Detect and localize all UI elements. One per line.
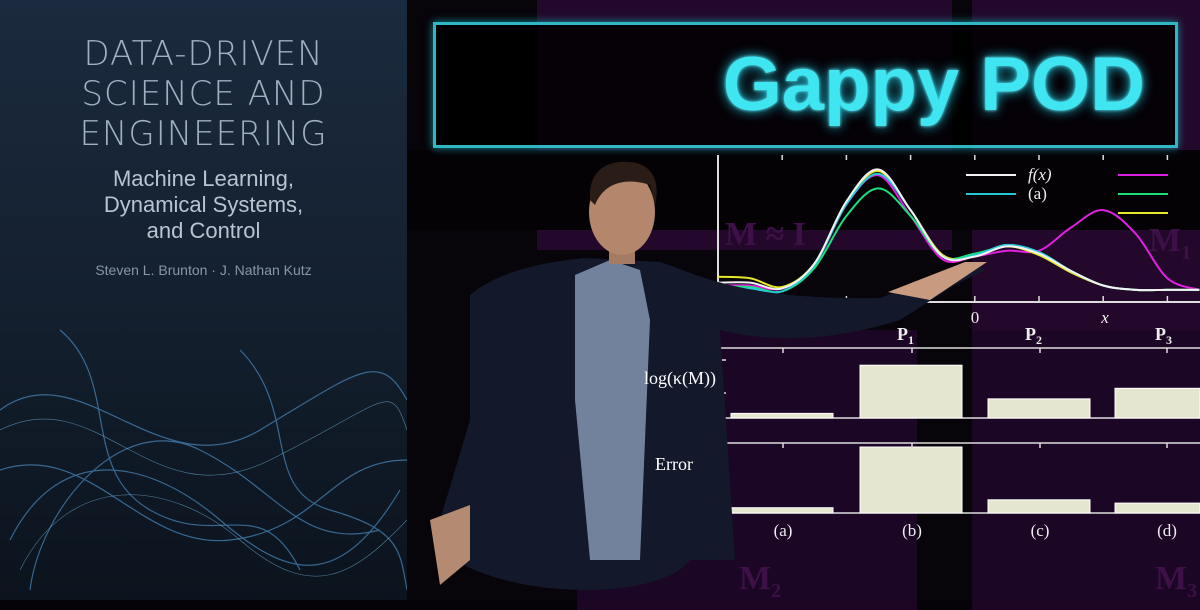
video-title: Gappy POD: [722, 42, 1145, 127]
y-axis-label-condition: log(κ(M)): [644, 368, 716, 389]
book-title-line: ENGINEERING: [79, 114, 328, 154]
matrix-block: [972, 330, 1200, 610]
y-axis-label-error: Error: [655, 454, 693, 474]
swirl-artwork: [0, 329, 407, 591]
matrix-label-text: M: [1149, 222, 1182, 259]
book-subtitle: Machine Learning, Dynamical Systems, and…: [0, 166, 407, 244]
matrix-label-m-approx-i: M ≈ I: [725, 216, 806, 253]
bar: [1114, 502, 1200, 514]
book-subtitle-line: Machine Learning,: [112, 166, 294, 191]
series-line: [717, 168, 1200, 292]
category-label: (d): [1157, 521, 1177, 540]
matrix-label-sub: 3: [1187, 579, 1198, 602]
book-subtitle-line: and Control: [146, 218, 261, 243]
matrix-label-sub: 1: [1181, 241, 1192, 264]
x-tick-label: 0: [971, 308, 980, 327]
matrix-label-m1: M1: [1149, 222, 1191, 265]
left-hand: [430, 505, 470, 585]
bar: [987, 499, 1091, 514]
book-cover: DATA-DRIVEN SCIENCE AND ENGINEERING Mach…: [0, 0, 407, 600]
mask-label-p2: P2: [1025, 324, 1042, 347]
mask-label-p1: P1: [897, 324, 914, 347]
matrix-block: [407, 150, 1200, 230]
pointing-hand: [888, 262, 987, 300]
legend: f(x) (a): [966, 165, 1168, 214]
book-authors: Steven L. Brunton · J. Nathan Kutz: [95, 262, 312, 278]
category-label: (a): [774, 521, 793, 540]
category-label: (c): [1031, 521, 1050, 540]
legend-label-fx: f(x): [1028, 165, 1052, 184]
matrix-label-m2: M2: [739, 560, 781, 603]
bar: [859, 446, 963, 514]
video-title-box: Gappy POD: [433, 22, 1178, 148]
matrix-label-sub: 2: [771, 579, 782, 602]
book-subtitle-line: Dynamical Systems,: [103, 192, 304, 217]
matrix-label-text: M: [739, 560, 772, 597]
book-title-line: DATA-DRIVEN: [83, 34, 324, 74]
bar: [1114, 387, 1200, 419]
bar: [859, 364, 963, 419]
hair: [589, 161, 657, 205]
x-axis-label: x: [1100, 308, 1109, 327]
book-title: DATA-DRIVEN SCIENCE AND ENGINEERING: [0, 34, 407, 154]
book-title-line: SCIENCE AND: [81, 74, 326, 114]
bar-chart-error: (a) (b) (c) (d): [719, 442, 1200, 540]
mask-label-p3: P3: [1155, 324, 1172, 347]
legend-label-a: (a): [1028, 184, 1047, 203]
matrix-label-m3: M3: [1155, 560, 1197, 603]
category-label: (b): [902, 521, 922, 540]
matrix-label-text: M: [1155, 560, 1188, 597]
bar: [730, 412, 834, 419]
bar-chart-condition: [719, 347, 1200, 419]
head: [589, 169, 655, 255]
patterned-shirt: [575, 260, 650, 560]
bar: [987, 398, 1091, 419]
